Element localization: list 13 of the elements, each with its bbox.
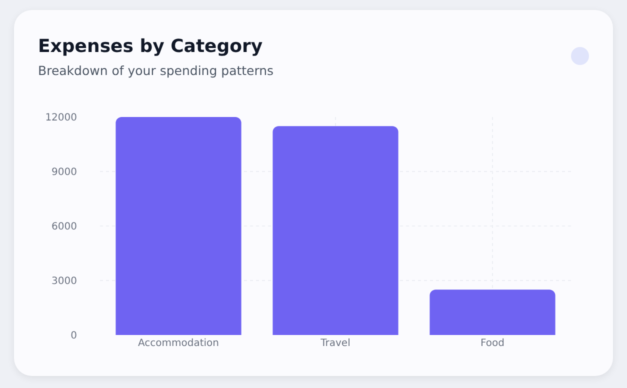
y-tick-label: 3000: [52, 276, 77, 287]
bar: [116, 117, 242, 335]
x-tick-label: Travel: [320, 338, 350, 349]
y-tick-label: 9000: [52, 167, 77, 178]
y-tick-label: 12000: [45, 112, 77, 124]
bar: [272, 126, 398, 335]
y-tick-label: 0: [70, 330, 77, 342]
bar: [430, 290, 556, 335]
y-tick-label: 6000: [52, 222, 77, 232]
x-tick-label: Accommodation: [138, 338, 220, 349]
x-tick-label: Food: [480, 338, 504, 349]
chart-subtitle: Breakdown of your spending patterns: [38, 63, 274, 78]
chart-title: Expenses by Category: [38, 36, 263, 57]
